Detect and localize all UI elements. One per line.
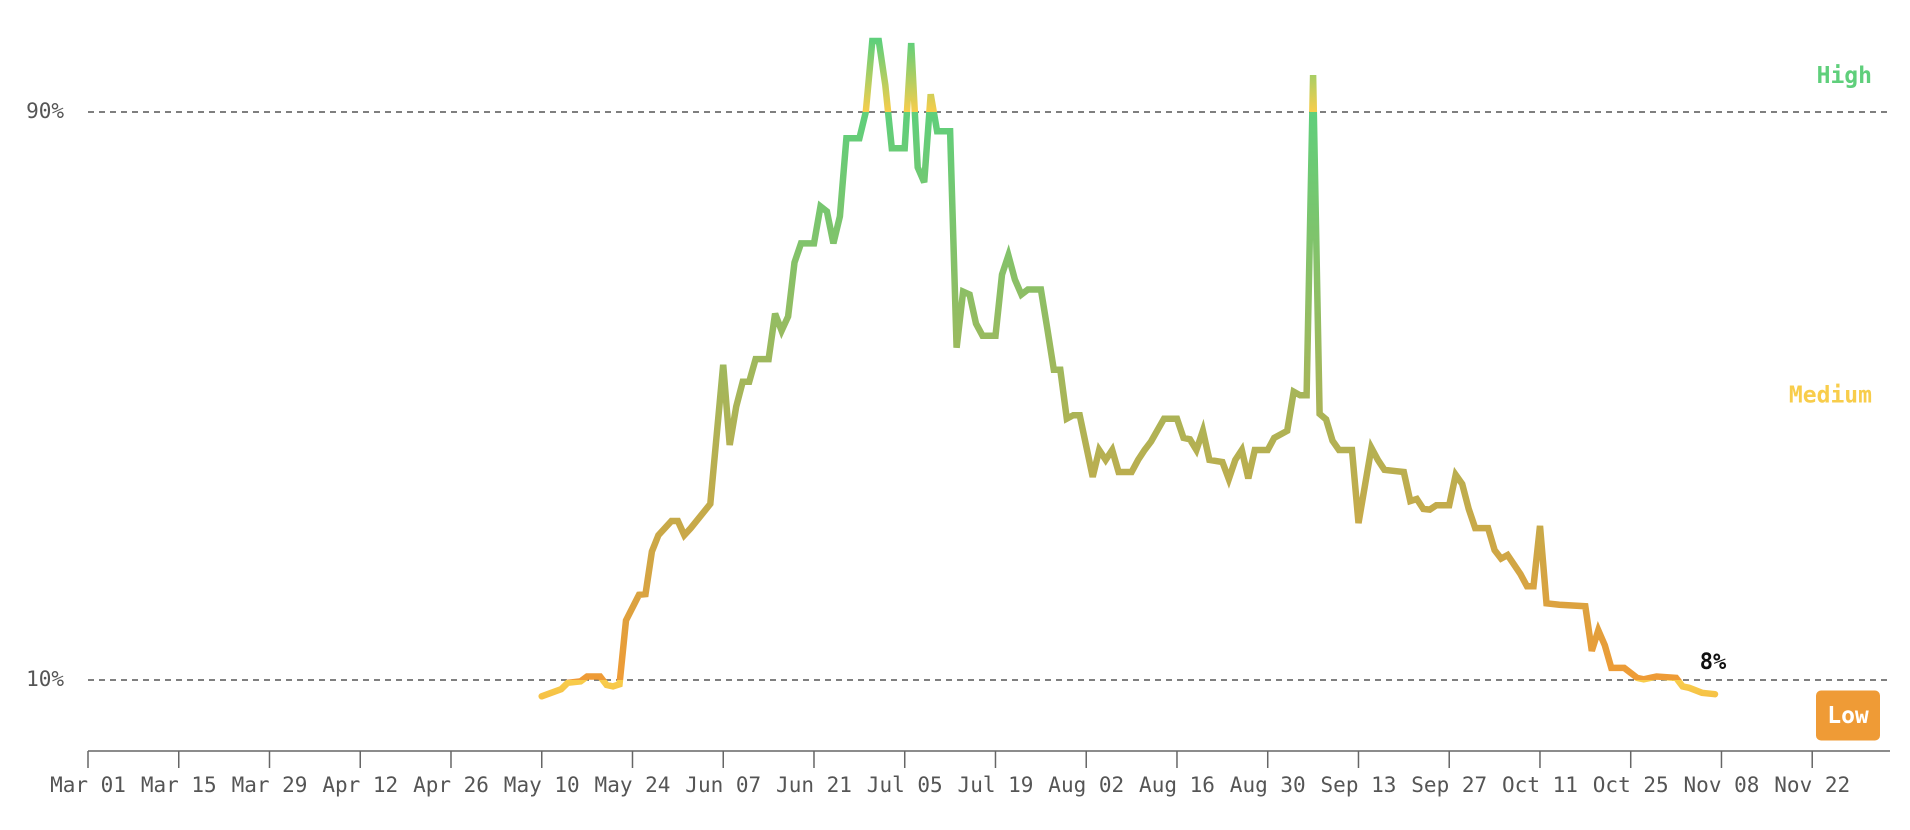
end-label: 8% bbox=[1700, 650, 1727, 675]
x-tick-label: Jul 19 bbox=[958, 773, 1034, 797]
x-tick-label: Jun 21 bbox=[776, 773, 852, 797]
band-label: Medium bbox=[1789, 383, 1872, 409]
x-tick-label: Mar 29 bbox=[232, 773, 308, 797]
band-badge bbox=[1816, 690, 1880, 741]
x-tick-label: Aug 16 bbox=[1139, 773, 1215, 797]
x-tick-label: Mar 01 bbox=[50, 773, 126, 797]
band-label: High bbox=[1817, 63, 1872, 89]
x-tick-label: Apr 12 bbox=[322, 773, 398, 797]
y-tick-label: 10% bbox=[26, 667, 64, 691]
x-tick-label: Mar 15 bbox=[141, 773, 217, 797]
x-tick-label: Jun 07 bbox=[685, 773, 761, 797]
x-tick-label: May 24 bbox=[595, 773, 671, 797]
band-label: Low bbox=[1827, 703, 1869, 729]
x-tick-label: Sep 27 bbox=[1411, 773, 1487, 797]
x-tick-label: May 10 bbox=[504, 773, 580, 797]
x-tick-label: Jul 05 bbox=[867, 773, 943, 797]
y-tick-label: 90% bbox=[26, 99, 64, 123]
x-tick-label: Oct 25 bbox=[1593, 773, 1669, 797]
x-tick-label: Aug 02 bbox=[1048, 773, 1124, 797]
x-tick-label: Nov 08 bbox=[1684, 773, 1760, 797]
x-tick-label: Apr 26 bbox=[413, 773, 489, 797]
x-tick-label: Oct 11 bbox=[1502, 773, 1578, 797]
x-tick-label: Sep 13 bbox=[1321, 773, 1397, 797]
data-line bbox=[538, 37, 1719, 700]
x-tick-label: Nov 22 bbox=[1774, 773, 1850, 797]
x-tick-label: Aug 30 bbox=[1230, 773, 1306, 797]
